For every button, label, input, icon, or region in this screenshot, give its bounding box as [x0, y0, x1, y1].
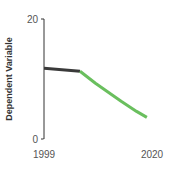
chart-svg: 0 20 1999 2020 Dependent Variable	[0, 0, 170, 170]
chart-container: 0 20 1999 2020 Dependent Variable	[0, 0, 170, 170]
x-tick-label: 2020	[141, 149, 164, 160]
x-tick	[44, 139, 45, 141]
series-line	[80, 71, 147, 117]
y-tick-label: 0	[32, 134, 38, 145]
y-tick	[41, 19, 44, 20]
x-tick	[152, 139, 153, 141]
y-axis-label: Dependent Variable	[4, 37, 14, 121]
series-line	[44, 68, 80, 71]
y-tick-label: 20	[27, 14, 39, 25]
x-tick-label: 1999	[33, 149, 56, 160]
plot-area	[44, 68, 147, 117]
y-axis-line	[44, 19, 45, 139]
